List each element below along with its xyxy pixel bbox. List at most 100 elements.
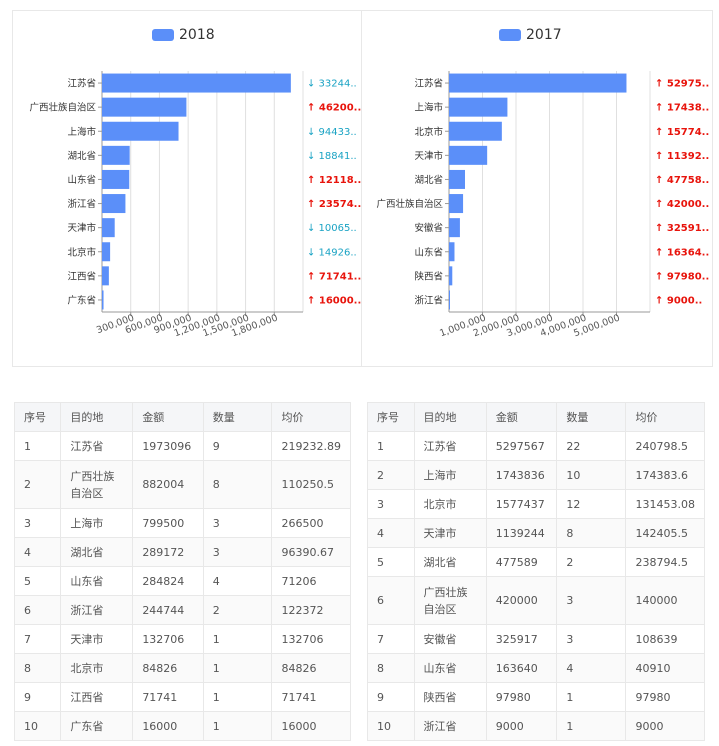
table-cell: 10 [556, 460, 627, 490]
table-row: 7 安徽省 325917 3 108639 [367, 624, 705, 654]
column-header: 均价 [271, 402, 351, 432]
y-tick-label: 广西壮族自治区 [29, 102, 96, 114]
legend-swatch [499, 29, 521, 41]
table-cell: 浙江省 [413, 711, 487, 741]
table-cell: 6 [367, 576, 415, 625]
table-cell: 9000 [625, 711, 705, 741]
legend-label: 2018 [179, 27, 215, 43]
table-cell: 1 [556, 711, 627, 741]
y-tick-label: 广东省 [67, 294, 96, 306]
column-header: 均价 [625, 402, 705, 432]
table-cell: 1743836 [485, 460, 558, 490]
chart-panel-2018: 2018 300,000 600,000 900,000 1,200,000 1,500… [12, 10, 362, 367]
table-row: 1 江苏省 5297567 22 240798.5 [367, 431, 705, 461]
y-tick-label: 上海市 [414, 102, 443, 114]
table-cell: 2 [367, 460, 415, 490]
table-row: 10 浙江省 9000 1 9000 [367, 711, 705, 741]
table-cell: 4 [13, 537, 62, 567]
table-row: 1 江苏省 1973096 9 219232.89 [13, 431, 351, 461]
table-cell: 142405.5 [625, 518, 705, 548]
change-annotation: ↑ 71741.. [307, 271, 361, 282]
table-row: 3 北京市 1577437 12 131453.08 [367, 489, 705, 519]
table-row: 4 天津市 1139244 8 142405.5 [367, 518, 705, 548]
table-cell: 3 [556, 576, 627, 625]
y-tick-label: 江苏省 [414, 78, 443, 90]
legend-swatch [152, 29, 174, 41]
table-cell: 3 [367, 489, 415, 519]
bar [102, 266, 109, 286]
table-cell: 1577437 [485, 489, 558, 519]
table-cell: 4 [367, 518, 415, 548]
bar [449, 73, 627, 93]
change-annotation: ↑ 47758.. [655, 175, 709, 186]
table-2018: 序号 目的地 金额 数量 均价 1 江苏省 1973096 9 219232.89 2 广西壮族自治… [13, 402, 351, 741]
table-cell: 71741 [271, 682, 351, 712]
table-cell: 4 [202, 566, 273, 596]
table-row: 5 湖北省 477589 2 238794.5 [367, 547, 705, 577]
table-cell: 12 [556, 489, 627, 519]
table-cell: 4 [556, 653, 627, 683]
change-annotation: ↑ 9000.. [655, 295, 702, 306]
column-header: 金额 [132, 402, 204, 432]
table-row: 3 上海市 799500 3 266500 [13, 508, 351, 538]
table-cell: 40910 [625, 653, 705, 683]
legend-2018[interactable]: 2018 [152, 25, 215, 45]
table-cell: 6 [13, 595, 62, 625]
change-annotation: ↑ 15774.. [655, 127, 709, 138]
table-cell: 882004 [132, 460, 204, 509]
bar-chart-2017: 1,000,0002,000,0003,000,0004,000,0005,00… [376, 71, 709, 339]
table-cell: 110250.5 [271, 460, 351, 509]
table-cell: 477589 [485, 547, 558, 577]
change-annotation: ↓ 10065.. [307, 223, 357, 234]
table-cell: 湖北省 [413, 547, 487, 577]
table-row: 6 广西壮族自治区 420000 3 140000 [367, 576, 705, 625]
table-cell: 3 [202, 508, 273, 538]
table-row: 9 陕西省 97980 1 97980 [367, 682, 705, 712]
table-cell: 天津市 [413, 518, 487, 548]
table-cell: 266500 [271, 508, 351, 538]
bar [449, 242, 455, 262]
table-cell: 广西壮族自治区 [60, 460, 134, 509]
table-cell: 1 [202, 682, 273, 712]
y-tick-label: 安徽省 [414, 222, 443, 234]
bar [102, 121, 179, 141]
table-cell: 96390.67 [271, 537, 351, 567]
table-cell: 1 [367, 431, 415, 461]
y-tick-label: 广西壮族自治区 [376, 198, 443, 210]
table-cell: 132706 [132, 624, 204, 654]
table-cell: 16000 [132, 711, 204, 741]
table-cell: 84826 [132, 653, 204, 683]
bar [449, 290, 450, 310]
change-annotation: ↑ 52975.. [655, 79, 709, 90]
bar [449, 169, 465, 189]
table-cell: 北京市 [60, 653, 134, 683]
table-cell: 97980 [485, 682, 558, 712]
table-cell: 广西壮族自治区 [413, 576, 487, 625]
change-annotation: ↑ 17438.. [655, 103, 709, 114]
bar [102, 73, 291, 93]
change-annotation: ↓ 94433.. [307, 127, 357, 138]
bar [102, 218, 115, 238]
change-annotation: ↑ 11392.. [655, 151, 709, 162]
table-cell: 3 [556, 624, 627, 654]
change-annotation: ↑ 12118.. [307, 175, 361, 186]
column-header: 数量 [202, 402, 273, 432]
table-2017: 序号 目的地 金额 数量 均价 1 江苏省 5297567 22 240798.5 2 上海市 174… [367, 402, 705, 741]
table-row: 8 北京市 84826 1 84826 [13, 653, 351, 683]
table-cell: 238794.5 [625, 547, 705, 577]
table-cell: 16000 [271, 711, 351, 741]
table-cell: 1139244 [485, 518, 558, 548]
table-row: 6 浙江省 244744 2 122372 [13, 595, 351, 625]
legend-2017[interactable]: 2017 [499, 25, 562, 45]
table-cell: 江苏省 [60, 431, 134, 461]
table-cell: 7 [367, 624, 415, 654]
column-header: 数量 [556, 402, 627, 432]
table-cell: 上海市 [60, 508, 134, 538]
legend-label: 2017 [526, 27, 562, 43]
change-annotation: ↑ 42000.. [655, 199, 709, 210]
table-row: 10 广东省 16000 1 16000 [13, 711, 351, 741]
column-header: 目的地 [60, 402, 134, 432]
bar [102, 145, 130, 165]
table-cell: 9 [367, 682, 415, 712]
table-cell: 广东省 [60, 711, 134, 741]
